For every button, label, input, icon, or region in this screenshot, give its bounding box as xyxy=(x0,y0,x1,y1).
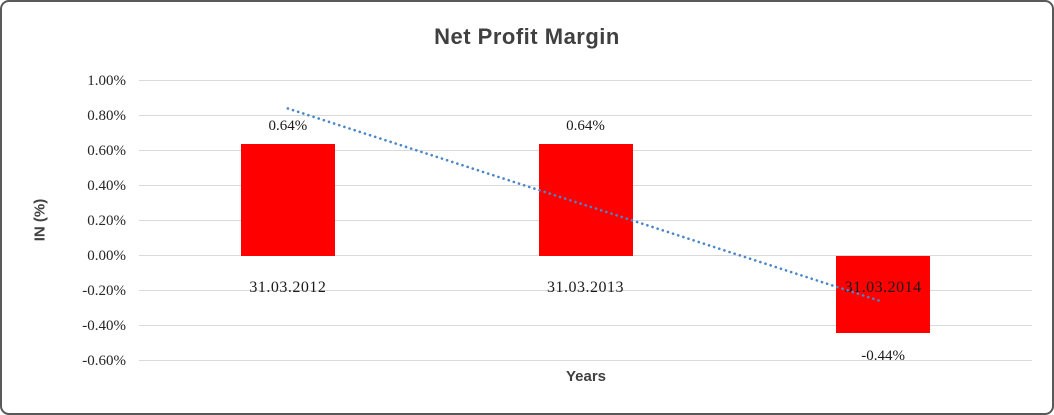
data-label: -0.44% xyxy=(861,347,906,364)
gridline xyxy=(139,360,1032,361)
y-tick-label: -0.40% xyxy=(82,317,126,334)
gridline xyxy=(139,80,1032,81)
category-label: 31.03.2013 xyxy=(547,278,624,296)
y-tick-label: 0.20% xyxy=(87,212,126,229)
y-tick-label: -0.60% xyxy=(82,352,126,369)
bar-31.03.2013 xyxy=(538,143,633,256)
bar-31.03.2012 xyxy=(240,143,335,256)
y-tick-label: 0.00% xyxy=(87,247,126,264)
gridline xyxy=(139,325,1032,326)
gridline xyxy=(139,115,1032,116)
data-label: 0.64% xyxy=(566,117,605,134)
chart-title: Net Profit Margin xyxy=(434,24,620,49)
y-tick-label: 0.60% xyxy=(87,142,126,159)
x-axis-title: Years xyxy=(565,368,607,385)
category-label: 31.03.2012 xyxy=(249,278,327,296)
category-label: 31.03.2014 xyxy=(844,278,922,296)
data-label: 0.64% xyxy=(268,117,308,134)
y-axis-title: IN (%) xyxy=(31,198,49,242)
y-tick-label: -0.20% xyxy=(82,282,126,299)
y-tick-label: 1.00% xyxy=(87,72,126,89)
y-tick-label: 0.40% xyxy=(87,177,126,194)
y-tick-label: 0.80% xyxy=(87,107,126,124)
